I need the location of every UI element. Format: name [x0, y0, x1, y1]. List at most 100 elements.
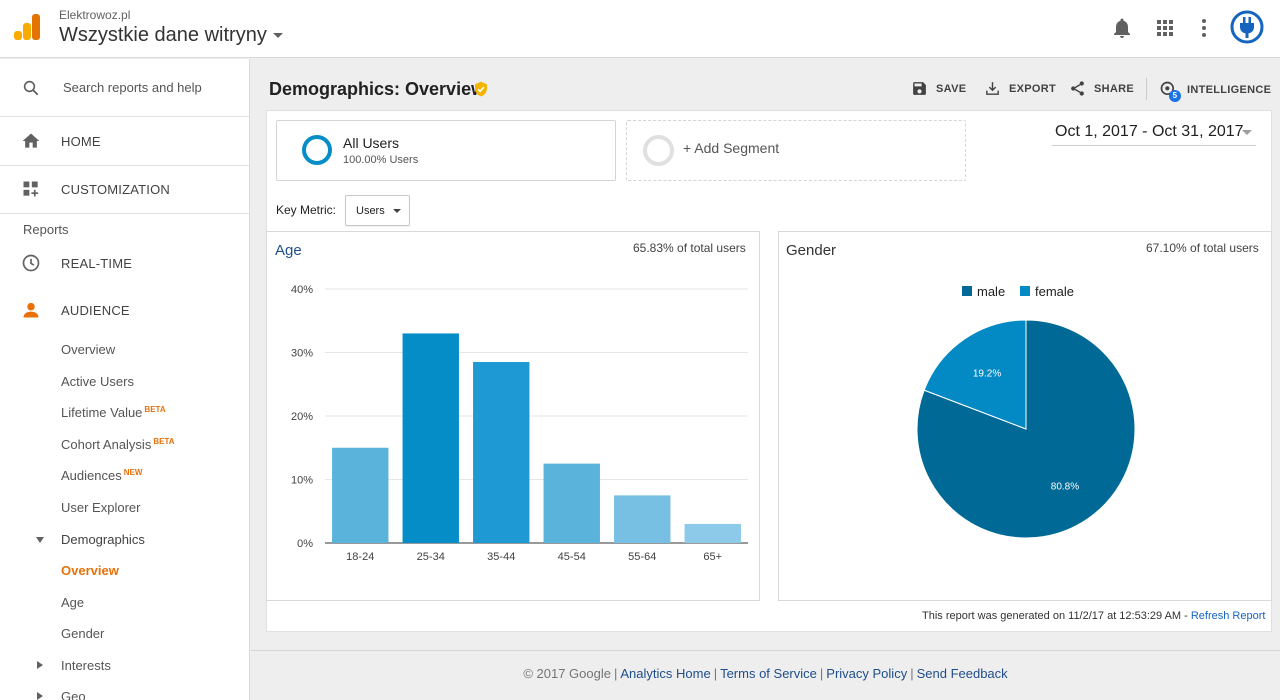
age-bar-chart: 0% 10% 20% 30% 40% 18-24 25-34 35-44 45-54 55-64 6…: [291, 284, 748, 563]
share-label: SHARE: [1094, 82, 1135, 95]
property-selector[interactable]: Wszystkie dane witryny: [59, 24, 283, 47]
audiences-label: Audiences: [61, 468, 122, 483]
segment-all-users[interactable]: All Users 100.00% Users: [276, 120, 616, 181]
sidebar-item-interests[interactable]: Interests: [61, 658, 111, 673]
dashboard-plus-icon: [23, 181, 39, 197]
segment-ring-icon: [302, 135, 332, 165]
analytics-home-link[interactable]: Analytics Home: [620, 666, 711, 681]
chevron-down-icon: [393, 209, 401, 213]
nav-realtime[interactable]: REAL-TIME: [0, 239, 249, 287]
sidebar-item-cohort-analysis[interactable]: Cohort Analysis BETA: [61, 437, 175, 452]
age-bar: [402, 333, 459, 543]
nav-home-label: HOME: [61, 134, 101, 149]
expand-down-icon[interactable]: [36, 537, 44, 543]
page-title: Demographics: Overview: [269, 79, 486, 99]
sidebar-item-demographics-overview[interactable]: Overview: [61, 563, 119, 578]
privacy-link[interactable]: Privacy Policy: [826, 666, 908, 681]
report-generated-note: This report was generated on 11/2/17 at …: [922, 610, 1265, 622]
save-button[interactable]: SAVE: [911, 80, 966, 97]
terms-link[interactable]: Terms of Service: [720, 666, 817, 681]
lifetime-value-label: Lifetime Value: [61, 405, 143, 420]
sidebar-item-overview[interactable]: Overview: [61, 342, 116, 357]
x-tick-label: 25-34: [417, 551, 445, 563]
pie-slice: [923, 319, 1027, 430]
expand-right-icon[interactable]: [37, 661, 43, 669]
share-button[interactable]: SHARE: [1069, 80, 1134, 97]
reports-section-label: Reports: [23, 222, 69, 237]
pie-slice-label: 80.8%: [1051, 482, 1079, 493]
analytics-logo-icon[interactable]: [14, 14, 40, 40]
search-input[interactable]: Search reports and help: [63, 80, 202, 95]
y-tick-label: 40%: [291, 284, 313, 296]
search-icon: [23, 80, 39, 96]
nav-audience-label: AUDIENCE: [61, 303, 130, 318]
intelligence-button[interactable]: 5 INTELLIGENCE: [1159, 80, 1271, 102]
feedback-link[interactable]: Send Feedback: [916, 666, 1008, 681]
refresh-report-link[interactable]: Refresh Report: [1190, 610, 1266, 622]
share-icon: [1071, 81, 1084, 96]
home-icon: [22, 133, 40, 148]
account-name: Elektrowoz.pl: [59, 8, 131, 22]
divider: [0, 165, 249, 166]
nav-realtime-label: REAL-TIME: [61, 256, 133, 271]
export-button[interactable]: EXPORT: [984, 80, 1056, 97]
sidebar-item-user-explorer[interactable]: User Explorer: [61, 500, 141, 515]
age-bar: [614, 495, 671, 543]
pie-slice-label: 19.2%: [973, 368, 1001, 379]
property-name: Wszystkie dane witryny: [59, 24, 267, 46]
sidebar-item-lifetime-value[interactable]: Lifetime Value BETA: [61, 405, 166, 420]
y-tick-label: 30%: [291, 348, 313, 360]
age-card-title: Age: [275, 242, 302, 259]
chevron-down-icon: [272, 33, 283, 38]
search-reports[interactable]: Search reports and help: [0, 59, 249, 117]
sidebar-item-active-users[interactable]: Active Users: [61, 374, 134, 389]
copyright: © 2017 Google: [523, 666, 611, 681]
expand-right-icon[interactable]: [37, 692, 43, 700]
nav-audience[interactable]: AUDIENCE: [0, 286, 249, 334]
x-tick-label: 35-44: [487, 551, 515, 563]
gender-card-percent: 67.10% of total users: [1146, 241, 1259, 255]
add-segment-button[interactable]: + Add Segment: [626, 120, 966, 181]
sidebar: Search reports and help HOME CUSTOMIZATI…: [0, 59, 250, 700]
new-badge: NEW: [123, 468, 143, 477]
sidebar-item-geo[interactable]: Geo: [61, 689, 86, 700]
age-bar: [684, 523, 741, 543]
gender-card-title: Gender: [786, 242, 837, 259]
gender-pie-chart: male female 80.8% 19.2%: [916, 284, 1136, 539]
age-bar: [473, 362, 530, 543]
key-metric-value: Users: [356, 205, 385, 217]
download-icon: [986, 82, 999, 95]
person-icon: [23, 302, 39, 318]
add-segment-label: + Add Segment: [683, 140, 780, 156]
apps-grid-icon[interactable]: [1153, 16, 1177, 40]
x-tick-label: 45-54: [558, 551, 586, 563]
beta-badge: BETA: [144, 405, 166, 414]
empty-segment-ring-icon: [643, 135, 674, 166]
key-metric-label: Key Metric:: [276, 203, 337, 217]
sidebar-item-audiences[interactable]: Audiences NEW: [61, 468, 142, 483]
save-label: SAVE: [936, 82, 967, 95]
legend-swatch: [1020, 286, 1030, 296]
avatar[interactable]: [1230, 10, 1264, 44]
nav-customization[interactable]: CUSTOMIZATION: [0, 165, 249, 213]
footer: © 2017 Google | Analytics Home | Terms of Se…: [251, 650, 1280, 700]
divider: [1146, 78, 1147, 100]
date-range-picker[interactable]: Oct 1, 2017 - Oct 31, 2017: [1052, 122, 1256, 146]
nav-home[interactable]: HOME: [0, 117, 249, 165]
report-generated-text: This report was generated on 11/2/17 at …: [922, 610, 1188, 622]
y-tick-label: 0%: [297, 538, 313, 550]
sidebar-item-demographics[interactable]: Demographics: [61, 532, 145, 547]
legend-swatch: [962, 286, 972, 296]
age-bar: [543, 463, 600, 543]
x-tick-label: 18-24: [346, 551, 374, 563]
more-vert-icon[interactable]: [1192, 16, 1216, 40]
x-tick-label: 65+: [703, 551, 722, 563]
x-tick-label: 55-64: [628, 551, 656, 563]
notifications-bell-icon[interactable]: [1110, 16, 1134, 40]
divider: [0, 213, 249, 214]
cohort-analysis-label: Cohort Analysis: [61, 437, 152, 452]
sidebar-item-age[interactable]: Age: [61, 595, 85, 610]
sidebar-item-gender[interactable]: Gender: [61, 626, 105, 641]
key-metric-select[interactable]: Users: [345, 195, 410, 226]
beta-badge: BETA: [153, 437, 175, 446]
